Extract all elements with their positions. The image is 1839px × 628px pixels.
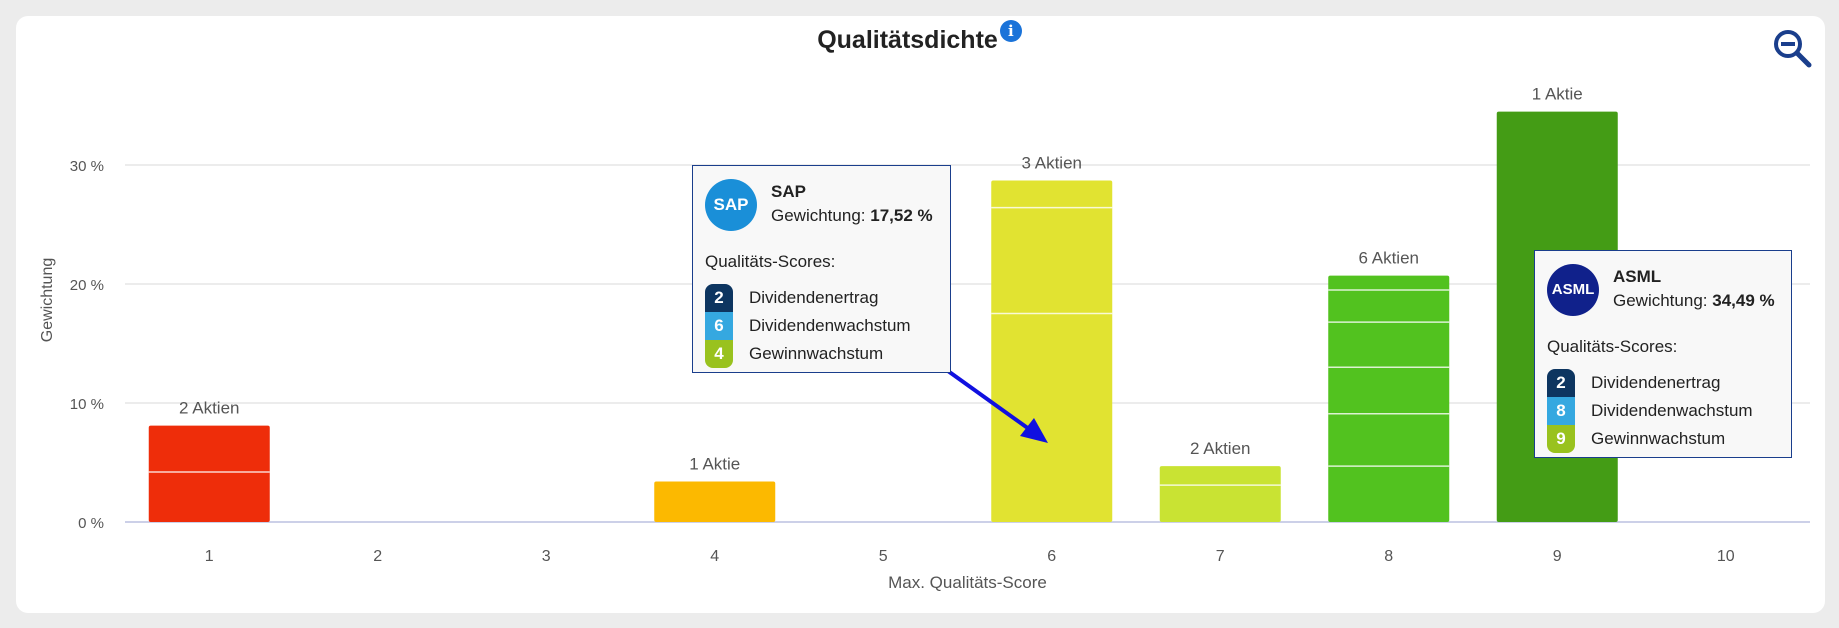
x-tick-label: 1 <box>205 548 214 565</box>
score-label: Dividendenwachstum <box>1591 401 1753 420</box>
tooltip-name: ASML <box>1613 267 1662 286</box>
scores-label: Qualitäts-Scores: <box>1547 337 1678 356</box>
tooltip-asml: ASML ASML Gewichtung: 34,49 % Qualitäts-… <box>1534 250 1792 458</box>
x-tick-label: 10 <box>1717 548 1735 565</box>
score-row: 4 Gewinnwachstum <box>705 340 911 368</box>
x-tick-label: 5 <box>879 548 888 565</box>
score-label: Gewinnwachstum <box>1591 429 1726 448</box>
bar <box>1328 275 1450 522</box>
weight-label: Gewichtung: <box>1613 291 1708 310</box>
y-tick-label: 10 % <box>70 396 104 413</box>
data-label: 2 Aktien <box>1190 439 1251 458</box>
data-label: 3 Aktien <box>1022 153 1083 172</box>
y-axis-label: Gewichtung <box>39 258 56 343</box>
y-tick-label: 0 % <box>78 515 104 532</box>
zoom-out-icon[interactable] <box>1772 28 1812 68</box>
pointer-arrow <box>946 369 1038 436</box>
score-badge: 4 <box>705 340 733 368</box>
score-label: Dividendenwachstum <box>749 316 911 335</box>
bar <box>148 425 270 522</box>
score-label: Gewinnwachstum <box>749 344 884 363</box>
score-row: 8 Dividendenwachstum <box>1547 397 1753 425</box>
info-icon[interactable]: i <box>999 20 1022 42</box>
x-tick-label: 4 <box>710 548 719 565</box>
tooltip-weight: Gewichtung: 17,52 % <box>771 206 933 226</box>
scores-label: Qualitäts-Scores: <box>705 252 836 271</box>
data-label: 6 Aktien <box>1359 249 1420 268</box>
score-badge: 2 <box>705 284 733 312</box>
score-badge: 6 <box>705 312 733 340</box>
chart-title-wrap: Qualitätsdichte i <box>0 20 1839 55</box>
score-badge: 8 <box>1547 397 1575 425</box>
x-tick-label: 9 <box>1553 548 1562 565</box>
x-tick-label: 3 <box>542 548 551 565</box>
data-label: 2 Aktien <box>179 399 240 418</box>
data-label: 1 Aktie <box>689 455 740 474</box>
weight-value: 34,49 % <box>1712 291 1775 310</box>
tooltip-name: SAP <box>771 182 806 201</box>
sap-logo: SAP <box>705 179 757 231</box>
tooltip-weight: Gewichtung: 34,49 % <box>1613 291 1775 311</box>
weight-value: 17,52 % <box>870 206 933 225</box>
x-tick-label: 8 <box>1384 548 1393 565</box>
bar <box>654 481 776 522</box>
bar <box>991 180 1113 522</box>
score-badge: 9 <box>1547 425 1575 453</box>
tooltip-sap: SAP SAP Gewichtung: 17,52 % Qualitäts-Sc… <box>692 165 951 373</box>
pointer-arrowhead <box>1020 418 1048 443</box>
x-tick-label: 6 <box>1047 548 1056 565</box>
data-label: 1 Aktie <box>1532 85 1583 104</box>
score-label: Dividendenertrag <box>1591 373 1721 392</box>
x-tick-label: 7 <box>1216 548 1225 565</box>
y-tick-label: 20 % <box>70 277 104 294</box>
score-badge: 2 <box>1547 369 1575 397</box>
x-tick-label: 2 <box>373 548 382 565</box>
score-row: 2 Dividendenertrag <box>705 284 911 312</box>
x-axis-label: Max. Qualitäts-Score <box>888 573 1047 592</box>
asml-logo: ASML <box>1547 264 1599 316</box>
score-row: 2 Dividendenertrag <box>1547 369 1753 397</box>
score-label: Dividendenertrag <box>749 288 879 307</box>
chart-title: Qualitätsdichte <box>817 26 998 54</box>
bar <box>1159 466 1281 522</box>
score-row: 9 Gewinnwachstum <box>1547 425 1753 453</box>
score-row: 6 Dividendenwachstum <box>705 312 911 340</box>
weight-label: Gewichtung: <box>771 206 866 225</box>
y-tick-label: 30 % <box>70 158 104 175</box>
